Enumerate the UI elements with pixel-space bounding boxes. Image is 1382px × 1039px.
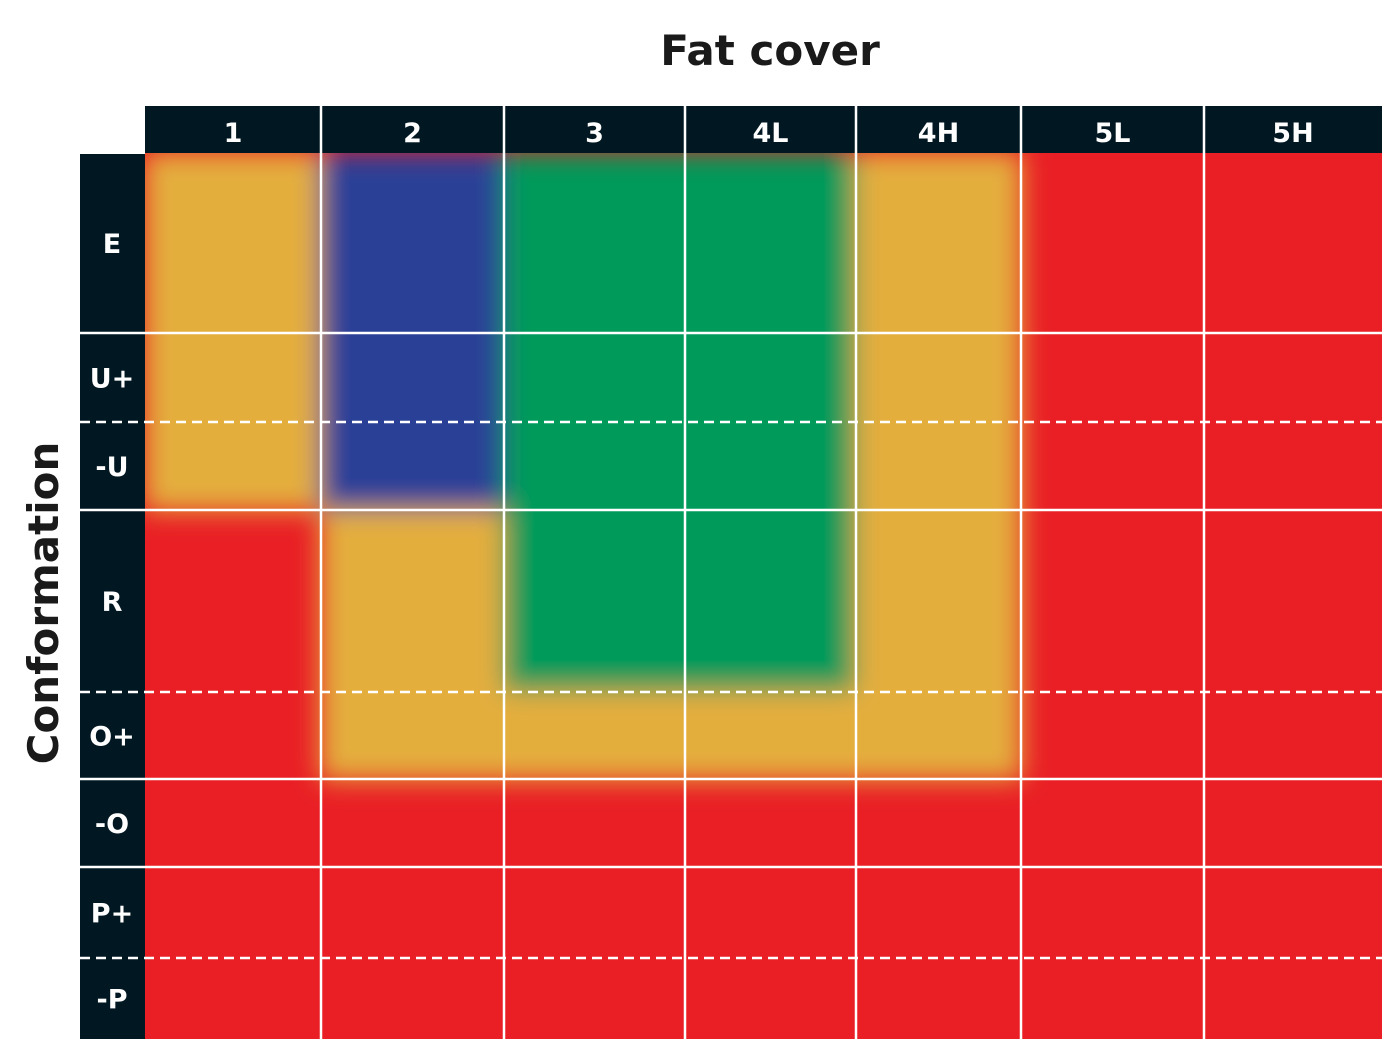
y-tick-label: O+: [89, 722, 135, 753]
x-tick-label: 4H: [918, 118, 959, 149]
heatmap-cell-R-4L: [684, 509, 857, 693]
heatmap-cell-U+-4H: [855, 332, 1022, 423]
heatmap-cell--U-4H: [855, 421, 1022, 511]
heatmap-cell--U-4L: [684, 421, 857, 511]
heatmap-cell--U-3: [503, 421, 686, 511]
x-tick-label: 3: [585, 118, 604, 149]
heatmap-cell--U-1: [145, 421, 322, 511]
heatmap-gridlines: [80, 106, 1382, 1039]
y-tick-labels: E U+ -U R O+ -O P+ -P: [89, 229, 135, 1016]
heatmap-cell-E-4H: [855, 153, 1022, 334]
x-tick-label: 5L: [1095, 118, 1131, 149]
heatmap-cell-O+-3: [503, 691, 686, 780]
heatmap-color-zones: [145, 153, 1022, 780]
heatmap-cell--U-2: [320, 421, 505, 511]
x-tick-labels: 1 2 3 4L 4H 5L 5H: [224, 118, 1314, 149]
x-tick-label: 5H: [1272, 118, 1313, 149]
y-axis-label: Conformation: [19, 442, 68, 765]
heatmap-plot-area: [145, 153, 1382, 1039]
heatmap-cell-E-2: [320, 153, 505, 334]
x-tick-label: 1: [224, 118, 243, 149]
heatmap-cell-U+-3: [503, 332, 686, 423]
y-tick-label: -U: [95, 452, 128, 483]
heatmap-cell-O+-4L: [684, 691, 857, 780]
heatmap-cell-E-3: [503, 153, 686, 334]
x-tick-label: 4L: [753, 118, 789, 149]
heatmap-cell-E-1: [145, 153, 322, 334]
heatmap-cell-O+-4H: [855, 691, 1022, 780]
chart-title: Fat cover: [660, 26, 880, 75]
column-header-bar: [145, 106, 1382, 153]
heatmap-cell-U+-1: [145, 332, 322, 423]
heatmap-cell-O+-2: [320, 691, 505, 780]
y-tick-label: -O: [95, 809, 129, 840]
y-tick-label: U+: [90, 364, 135, 395]
y-tick-label: -P: [97, 985, 128, 1016]
y-tick-label: R: [102, 587, 123, 618]
row-header-bar: [80, 153, 145, 1039]
heatmap-cell-E-4L: [684, 153, 857, 334]
heatmap-cell-R-3: [503, 509, 686, 693]
heatmap-cell-U+-2: [320, 332, 505, 423]
heatmap-cell-R-2: [320, 509, 505, 693]
y-tick-label: E: [103, 229, 121, 260]
y-tick-label: P+: [91, 899, 133, 930]
heatmap-cell-R-4H: [855, 509, 1022, 693]
x-tick-label: 2: [403, 118, 422, 149]
heatmap-cell-U+-4L: [684, 332, 857, 423]
